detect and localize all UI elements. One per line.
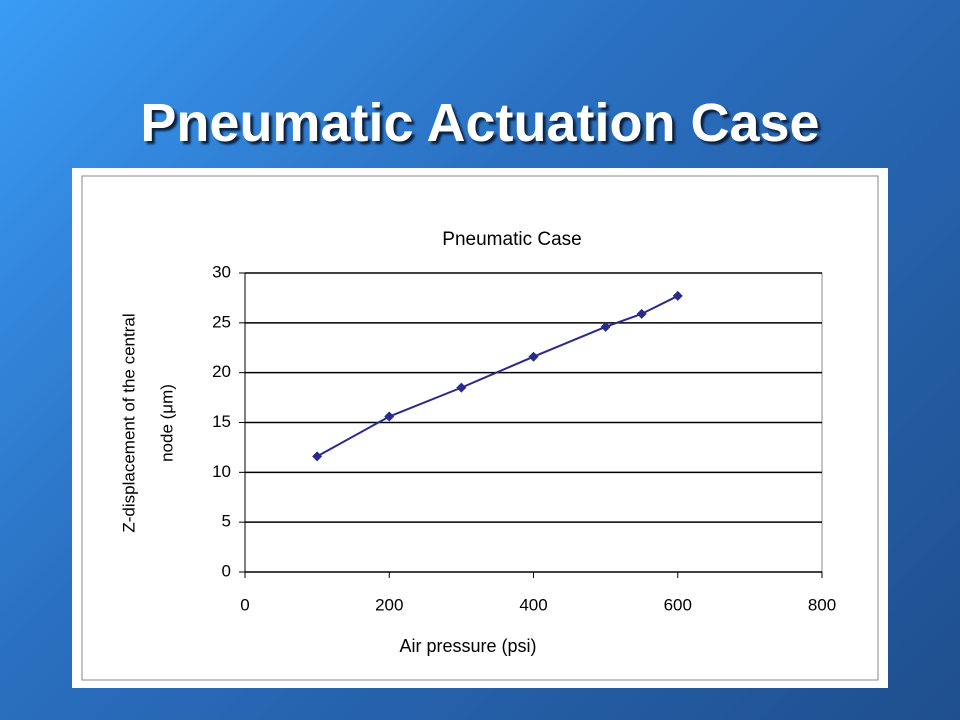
y-axis-label-line: Z-displacement of the central	[119, 313, 138, 532]
y-tick-label: 10	[212, 462, 231, 481]
x-tick-label: 200	[375, 595, 403, 614]
marker	[384, 411, 395, 422]
y-tick-label: 20	[212, 362, 231, 381]
x-tick-label: 0	[240, 595, 249, 614]
y-axis-label-line: node (μm)	[157, 384, 176, 462]
y-axis-label: Z-displacement of the central node (μm)	[119, 313, 176, 532]
y-tick-label: 30	[212, 262, 231, 281]
x-axis-label: Air pressure (psi)	[399, 636, 536, 656]
x-tick-label: 600	[664, 595, 692, 614]
marker	[456, 382, 467, 393]
x-tick-label: 800	[808, 595, 836, 614]
marker	[312, 451, 323, 462]
y-tick-label: 15	[212, 412, 231, 431]
chart-title: Pneumatic Case	[442, 229, 581, 250]
marker	[528, 351, 539, 362]
marker	[672, 290, 683, 301]
marker	[600, 321, 611, 332]
x-tick-label: 400	[519, 595, 547, 614]
chart: Pneumatic Case Air pressure (psi) Z-disp…	[72, 168, 888, 688]
y-tick-label: 5	[222, 512, 231, 531]
chart-background	[72, 168, 888, 688]
y-tick-label: 0	[222, 561, 231, 580]
marker	[636, 308, 647, 319]
slide-title: Pneumatic Actuation Case	[140, 93, 820, 153]
y-tick-label: 25	[212, 312, 231, 331]
chart-border	[81, 175, 879, 681]
